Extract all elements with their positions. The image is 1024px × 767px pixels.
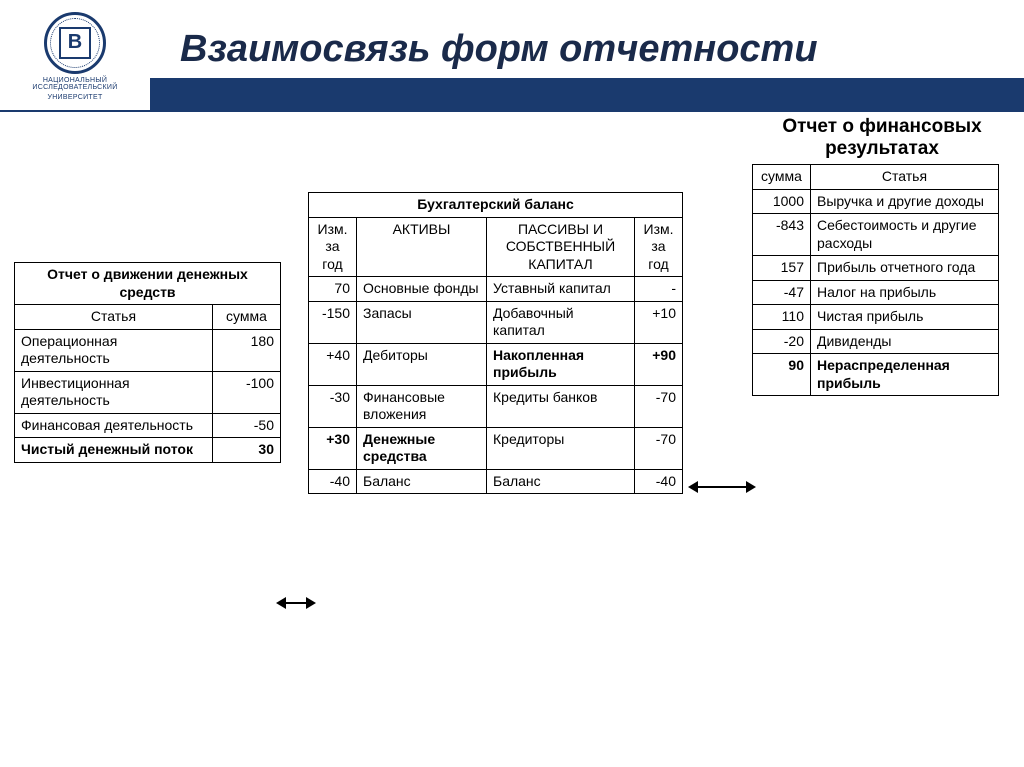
cell-liab: Уставный капитал bbox=[487, 277, 635, 302]
col-item-header: Статья bbox=[15, 305, 213, 330]
cell-chg: +40 bbox=[309, 343, 357, 385]
cashflow-table: Отчет о движении денежных средств Статья… bbox=[14, 262, 281, 463]
page-title: Взаимосвязь форм отчетности bbox=[180, 28, 818, 71]
cell-sum: -47 bbox=[753, 280, 811, 305]
cell-chg2: -70 bbox=[635, 427, 683, 469]
cell-liab: Кредиты банков bbox=[487, 385, 635, 427]
table-row: +30Денежные средстваКредиторы-70 bbox=[309, 427, 683, 469]
cell-sum: 157 bbox=[753, 256, 811, 281]
col-chg-header: Изм. за год bbox=[309, 217, 357, 277]
cell-sum: 90 bbox=[753, 354, 811, 396]
balance-title: Бухгалтерский баланс bbox=[309, 193, 683, 218]
logo-ring-icon: B bbox=[44, 12, 106, 74]
cell-sum: -843 bbox=[753, 214, 811, 256]
cell-chg: -30 bbox=[309, 385, 357, 427]
fin-results-table: сумма Статья 1000Выручка и другие доходы… bbox=[752, 164, 999, 396]
table-row: 70Основные фондыУставный капитал- bbox=[309, 277, 683, 302]
table-row: 110Чистая прибыль bbox=[753, 305, 999, 330]
table-row: 157Прибыль отчетного года bbox=[753, 256, 999, 281]
cell-asset: Финансовые вложения bbox=[357, 385, 487, 427]
cell-sum: 180 bbox=[213, 329, 281, 371]
cell-item: Дивиденды bbox=[811, 329, 999, 354]
cell-asset: Дебиторы bbox=[357, 343, 487, 385]
table-row: Инвестиционная деятельность-100 bbox=[15, 371, 281, 413]
cell-sum: -50 bbox=[213, 413, 281, 438]
cell-asset: Денежные средства bbox=[357, 427, 487, 469]
cell-item: Операционная деятельность bbox=[15, 329, 213, 371]
cell-item: Чистый денежный поток bbox=[15, 438, 213, 463]
cell-sum: 30 bbox=[213, 438, 281, 463]
cell-item: Инвестиционная деятельность bbox=[15, 371, 213, 413]
balance-table: Бухгалтерский баланс Изм. за год АКТИВЫ … bbox=[308, 192, 683, 494]
cell-item: Прибыль отчетного года bbox=[811, 256, 999, 281]
cell-asset: Запасы bbox=[357, 301, 487, 343]
table-header-row: Изм. за год АКТИВЫ ПАССИВЫ И СОБСТВЕННЫЙ… bbox=[309, 217, 683, 277]
cashflow-caption: Отчет о движении денежных средств bbox=[15, 263, 281, 305]
logo-caption-1: НАЦИОНАЛЬНЫЙ ИССЛЕДОВАТЕЛЬСКИЙ bbox=[0, 77, 150, 91]
cell-chg2: +90 bbox=[635, 343, 683, 385]
cell-liab: Накопленная прибыль bbox=[487, 343, 635, 385]
table-row: Финансовая деятельность-50 bbox=[15, 413, 281, 438]
cell-chg2: +10 bbox=[635, 301, 683, 343]
header: B НАЦИОНАЛЬНЫЙ ИССЛЕДОВАТЕЛЬСКИЙ УНИВЕРС… bbox=[0, 0, 1024, 112]
logo-letter: B bbox=[59, 27, 91, 59]
table-row: Операционная деятельность180 bbox=[15, 329, 281, 371]
cell-chg2: -40 bbox=[635, 469, 683, 494]
cell-sum: -100 bbox=[213, 371, 281, 413]
cell-item: Выручка и другие доходы bbox=[811, 189, 999, 214]
table-row: 1000Выручка и другие доходы bbox=[753, 189, 999, 214]
balance-caption: Бухгалтерский баланс bbox=[309, 193, 683, 218]
col-assets-header: АКТИВЫ bbox=[357, 217, 487, 277]
table-row: Чистый денежный поток30 bbox=[15, 438, 281, 463]
col-liab-header: ПАССИВЫ И СОБСТВЕННЫЙ КАПИТАЛ bbox=[487, 217, 635, 277]
logo: B НАЦИОНАЛЬНЫЙ ИССЛЕДОВАТЕЛЬСКИЙ УНИВЕРС… bbox=[0, 0, 150, 110]
cell-sum: 1000 bbox=[753, 189, 811, 214]
cell-asset: Основные фонды bbox=[357, 277, 487, 302]
cell-item: Нераспределенная прибыль bbox=[811, 354, 999, 396]
table-row: -843Себестоимость и другие расходы bbox=[753, 214, 999, 256]
connector-arrow-icon bbox=[690, 486, 754, 488]
cell-sum: 110 bbox=[753, 305, 811, 330]
cell-chg2: -70 bbox=[635, 385, 683, 427]
table-row: -40БалансБаланс-40 bbox=[309, 469, 683, 494]
cell-chg: -150 bbox=[309, 301, 357, 343]
table-header-row: сумма Статья bbox=[753, 165, 999, 190]
table-row: -150ЗапасыДобавочный капитал+10 bbox=[309, 301, 683, 343]
cell-sum: -20 bbox=[753, 329, 811, 354]
title-area: Взаимосвязь форм отчетности bbox=[150, 0, 1024, 108]
cell-item: Чистая прибыль bbox=[811, 305, 999, 330]
connector-arrow-icon bbox=[278, 602, 314, 604]
cell-liab: Баланс bbox=[487, 469, 635, 494]
table-row: -20Дивиденды bbox=[753, 329, 999, 354]
cell-liab: Кредиторы bbox=[487, 427, 635, 469]
content: Отчет о финансовых результатах сумма Ста… bbox=[0, 112, 1024, 752]
cell-liab: Добавочный капитал bbox=[487, 301, 635, 343]
table-row: -47Налог на прибыль bbox=[753, 280, 999, 305]
table-row: 90Нераспределенная прибыль bbox=[753, 354, 999, 396]
table-row: +40ДебиторыНакопленная прибыль+90 bbox=[309, 343, 683, 385]
cell-chg: -40 bbox=[309, 469, 357, 494]
col-chg2-header: Изм. за год bbox=[635, 217, 683, 277]
cell-item: Себестоимость и другие расходы bbox=[811, 214, 999, 256]
cell-chg: +30 bbox=[309, 427, 357, 469]
cell-chg: 70 bbox=[309, 277, 357, 302]
col-item-header: Статья bbox=[811, 165, 999, 190]
cell-asset: Баланс bbox=[357, 469, 487, 494]
cell-item: Налог на прибыль bbox=[811, 280, 999, 305]
cell-chg2: - bbox=[635, 277, 683, 302]
col-sum-header: сумма bbox=[213, 305, 281, 330]
fin-results-title: Отчет о финансовых результатах bbox=[762, 116, 1002, 160]
col-sum-header: сумма bbox=[753, 165, 811, 190]
table-row: -30Финансовые вложенияКредиты банков-70 bbox=[309, 385, 683, 427]
cashflow-title: Отчет о движении денежных средств bbox=[15, 263, 281, 305]
table-header-row: Статья сумма bbox=[15, 305, 281, 330]
logo-caption-2: УНИВЕРСИТЕТ bbox=[47, 94, 102, 101]
cell-item: Финансовая деятельность bbox=[15, 413, 213, 438]
